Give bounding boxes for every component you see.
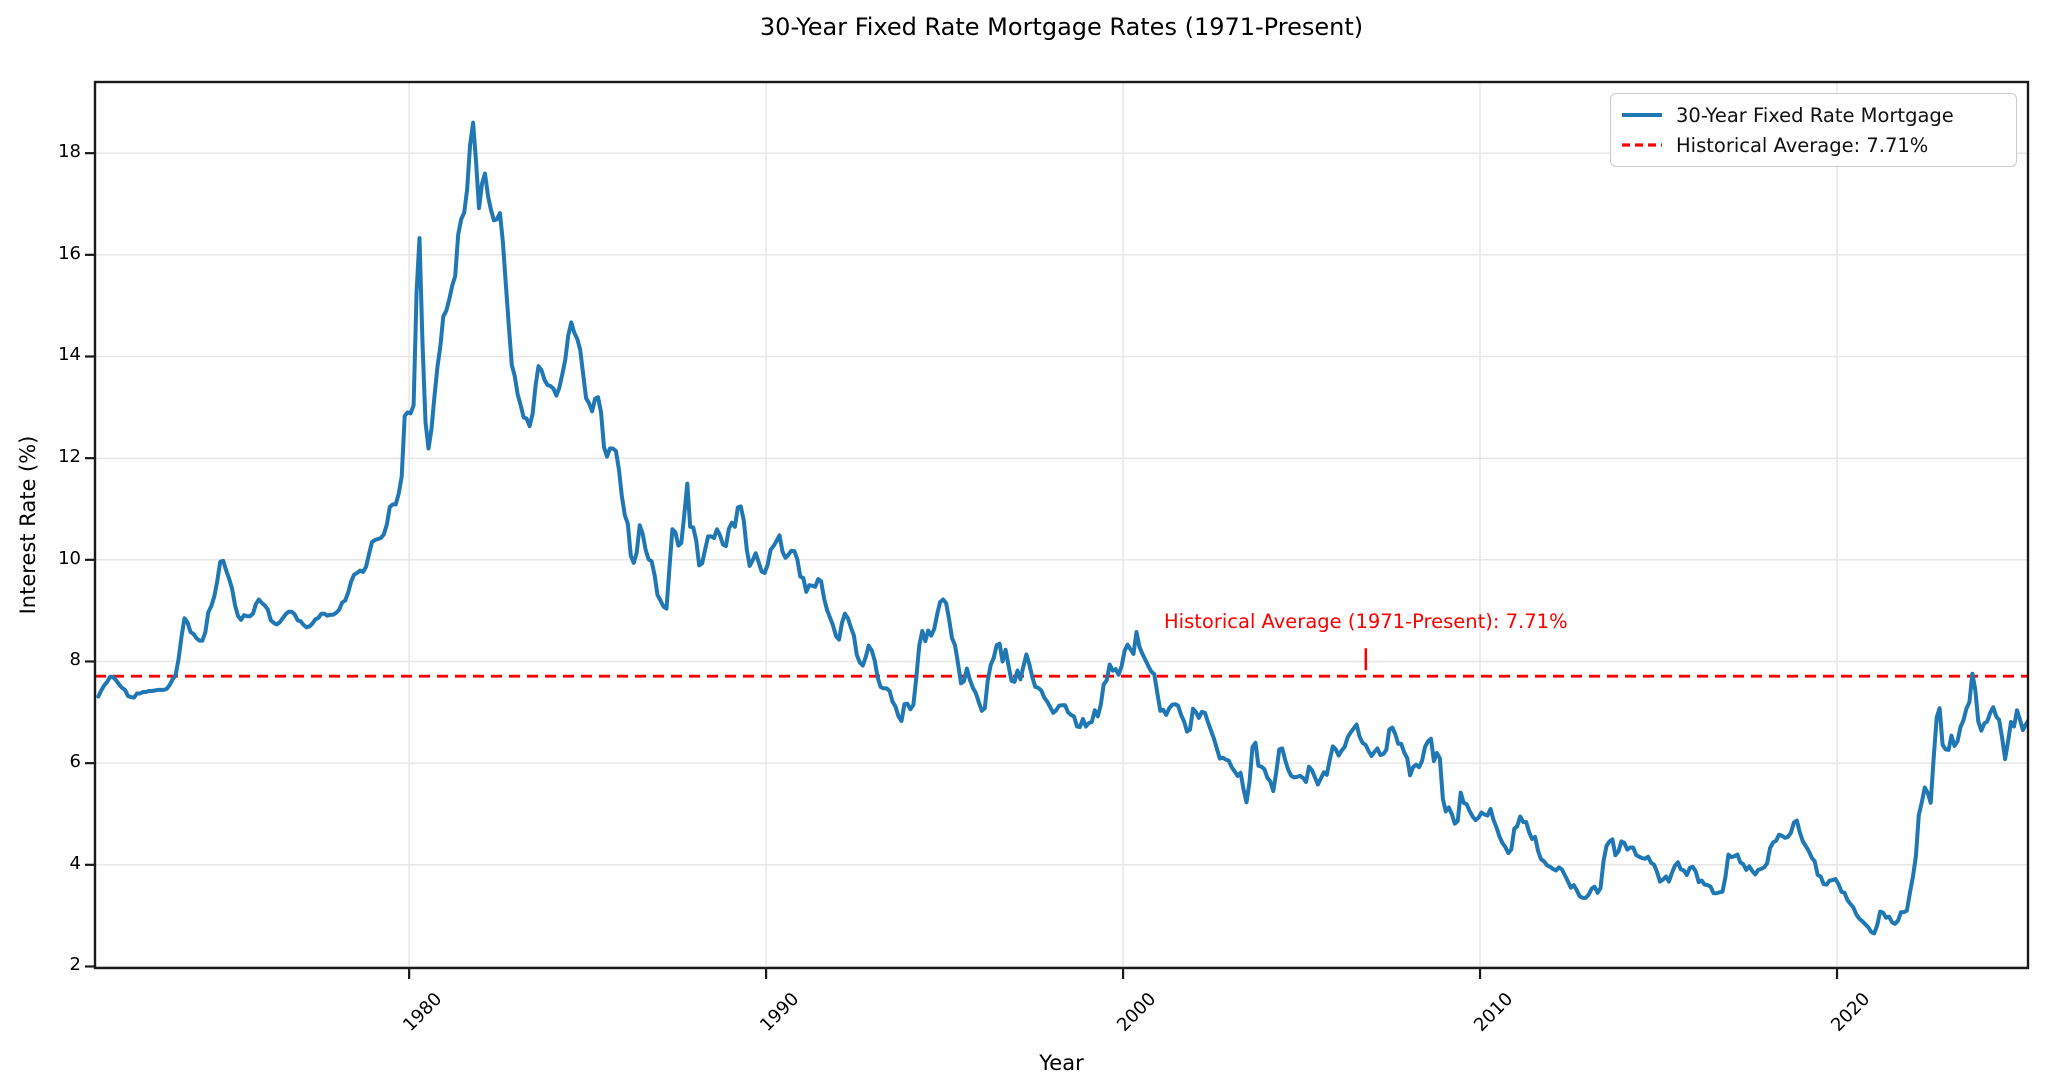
grid-lines <box>95 82 2028 968</box>
chart-title: 30-Year Fixed Rate Mortgage Rates (1971-… <box>759 13 1364 41</box>
legend-line-sample-solid <box>1622 113 1662 117</box>
legend-item-mortgage: 30-Year Fixed Rate Mortgage <box>1621 104 2006 127</box>
y-tick-label: 4 <box>69 852 81 874</box>
y-tick-label: 16 <box>58 242 81 264</box>
y-tick-label: 10 <box>58 547 81 569</box>
x-axis-label: Year <box>1039 1051 1084 1075</box>
legend-item-average: Historical Average: 7.71% <box>1621 134 2006 157</box>
axis-tick-marks <box>85 152 1839 979</box>
mortgage-rate-line <box>96 120 2028 936</box>
y-tick-label: 12 <box>58 446 81 468</box>
historical-average-annotation: Historical Average (1971-Present): 7.71% <box>1164 610 1568 633</box>
plot-border-spines <box>93 80 2030 970</box>
y-tick-label: 18 <box>58 141 81 163</box>
plot-area <box>95 82 2028 968</box>
y-tick-label: 14 <box>58 344 81 366</box>
legend-label-mortgage: 30-Year Fixed Rate Mortgage <box>1676 103 1954 127</box>
legend-line-sample-dashed <box>1622 143 1662 147</box>
y-tick-label: 8 <box>69 649 81 671</box>
y-tick-label: 6 <box>69 751 81 773</box>
legend-box: 30-Year Fixed Rate Mortgage Historical A… <box>1610 93 2017 167</box>
y-tick-label: 2 <box>69 954 81 976</box>
legend-label-average: Historical Average: 7.71% <box>1676 133 1929 157</box>
